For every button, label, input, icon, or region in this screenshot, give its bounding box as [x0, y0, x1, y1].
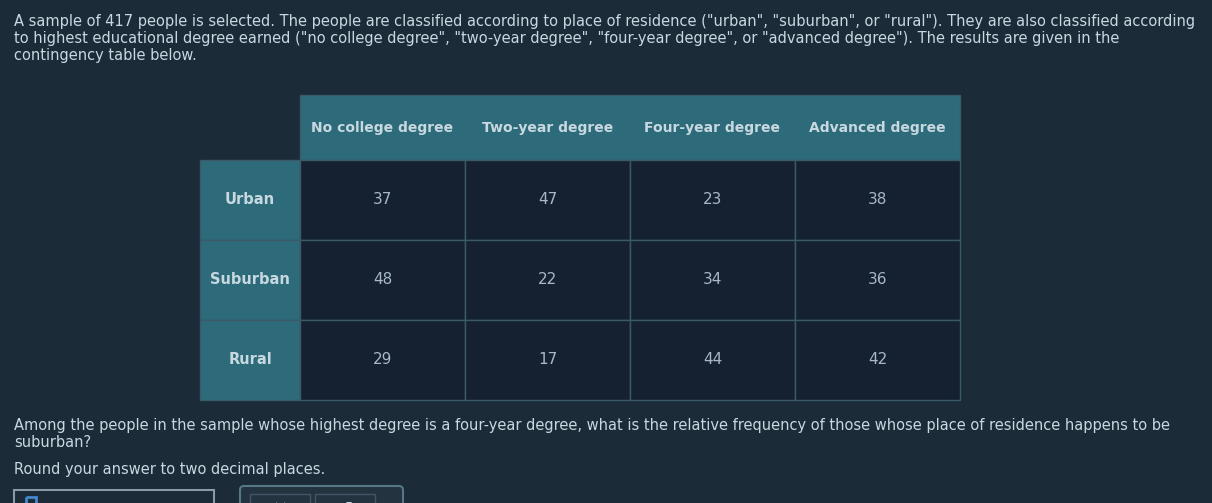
FancyBboxPatch shape: [240, 486, 404, 503]
Bar: [301, 240, 465, 320]
Text: 23: 23: [703, 193, 722, 208]
Bar: [465, 240, 630, 320]
Bar: [795, 240, 960, 320]
Text: ↺: ↺: [337, 500, 353, 503]
Bar: [200, 160, 301, 240]
Text: 37: 37: [373, 193, 393, 208]
Bar: [465, 320, 630, 400]
Text: 48: 48: [373, 273, 393, 288]
Text: 44: 44: [703, 353, 722, 368]
Text: 17: 17: [538, 353, 558, 368]
Bar: [301, 160, 465, 240]
Bar: [630, 160, 795, 240]
Text: No college degree: No college degree: [311, 121, 453, 134]
Bar: [301, 95, 960, 160]
Text: 29: 29: [373, 353, 393, 368]
Text: Among the people in the sample whose highest degree is a four-year degree, what : Among the people in the sample whose hig…: [15, 418, 1170, 433]
Text: Four-year degree: Four-year degree: [645, 121, 781, 134]
Bar: [795, 320, 960, 400]
Bar: [15, 490, 215, 503]
Bar: [630, 240, 795, 320]
Bar: [795, 160, 960, 240]
Text: Advanced degree: Advanced degree: [810, 121, 945, 134]
Text: ×: ×: [273, 500, 287, 503]
Bar: [315, 494, 375, 503]
Bar: [250, 494, 310, 503]
Text: Rural: Rural: [228, 353, 271, 368]
Bar: [200, 240, 301, 320]
Text: 34: 34: [703, 273, 722, 288]
Text: 22: 22: [538, 273, 558, 288]
Bar: [301, 320, 465, 400]
Text: Round your answer to two decimal places.: Round your answer to two decimal places.: [15, 462, 325, 477]
Text: 42: 42: [868, 353, 887, 368]
Text: Suburban: Suburban: [210, 273, 290, 288]
Text: to highest educational degree earned ("no college degree", "two-year degree", "f: to highest educational degree earned ("n…: [15, 31, 1120, 46]
Bar: [25, 497, 36, 503]
Bar: [630, 320, 795, 400]
Text: A sample of 417 people is selected. The people are classified according to place: A sample of 417 people is selected. The …: [15, 14, 1195, 29]
Bar: [465, 160, 630, 240]
Text: 38: 38: [868, 193, 887, 208]
Text: Two-year degree: Two-year degree: [482, 121, 613, 134]
Text: contingency table below.: contingency table below.: [15, 48, 196, 63]
Text: suburban?: suburban?: [15, 435, 91, 450]
Text: 47: 47: [538, 193, 558, 208]
Text: 36: 36: [868, 273, 887, 288]
Text: Urban: Urban: [225, 193, 275, 208]
Bar: [200, 320, 301, 400]
